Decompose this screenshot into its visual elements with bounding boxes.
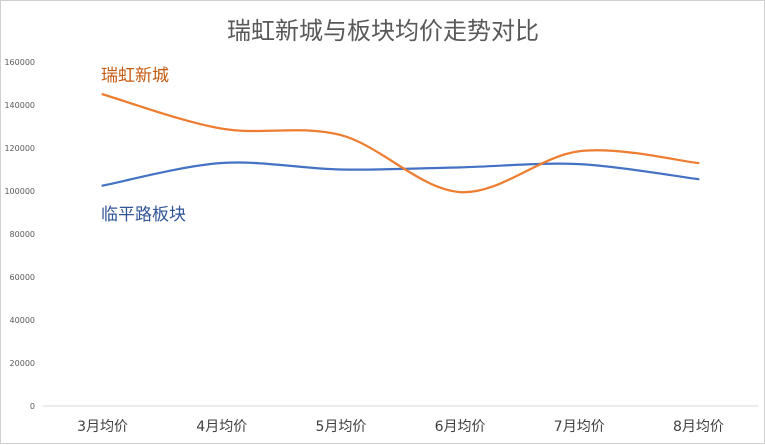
y-axis-ticks: 0 20000 40000 60000 80000 100000 120000 140000 1…	[4, 58, 35, 411]
x-axis-ticks: 3月均价 4月均价 5月均价 6月均价 7月均价 8月均价	[77, 419, 724, 435]
series-line-ruihong	[101, 93, 700, 194]
x-tick-label: 6月均价	[435, 419, 486, 435]
y-tick-label: 100000	[4, 187, 35, 196]
x-tick-label: 5月均价	[315, 419, 366, 435]
series-label-ruihong: 瑞虹新城	[101, 66, 169, 86]
series-line-linping	[101, 161, 700, 187]
y-tick-label: 160000	[4, 58, 35, 67]
y-tick-label: 0	[30, 402, 35, 411]
series-label-linping: 临平路板块	[101, 205, 186, 225]
series-lines	[101, 93, 700, 194]
y-tick-label: 40000	[10, 316, 35, 325]
x-tick-label: 8月均价	[673, 419, 724, 435]
x-tick-label: 7月均价	[554, 419, 605, 435]
y-tick-label: 80000	[10, 230, 35, 239]
chart-title: 瑞虹新城与板块均价走势对比	[227, 17, 539, 45]
y-tick-label: 60000	[10, 273, 35, 282]
y-tick-label: 20000	[10, 359, 35, 368]
y-tick-label: 140000	[4, 101, 35, 110]
x-tick-label: 3月均价	[77, 419, 128, 435]
x-tick-label: 4月均价	[196, 419, 247, 435]
y-tick-label: 120000	[4, 144, 35, 153]
